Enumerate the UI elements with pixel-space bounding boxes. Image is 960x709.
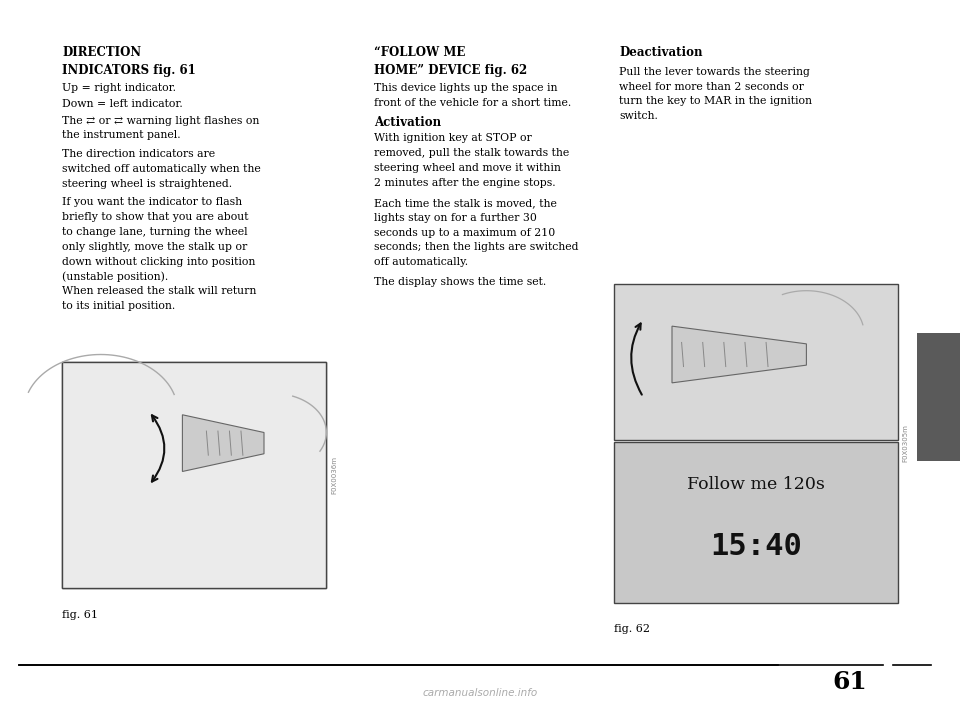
Text: (unstable position).: (unstable position). bbox=[62, 272, 169, 282]
Text: fig. 62: fig. 62 bbox=[614, 624, 651, 634]
Polygon shape bbox=[672, 326, 806, 383]
Bar bbox=[614, 284, 898, 440]
Text: Deactivation: Deactivation bbox=[619, 46, 703, 59]
Text: The ⇄ or ⇄ warning light flashes on: The ⇄ or ⇄ warning light flashes on bbox=[62, 116, 260, 125]
Text: 15:40: 15:40 bbox=[710, 532, 802, 561]
Text: removed, pull the stalk towards the: removed, pull the stalk towards the bbox=[374, 148, 569, 158]
Text: Pull the lever towards the steering: Pull the lever towards the steering bbox=[619, 67, 810, 77]
Text: Down = left indicator.: Down = left indicator. bbox=[62, 99, 183, 109]
Text: F0X0305m: F0X0305m bbox=[902, 424, 908, 462]
Text: INDICATORS fig. 61: INDICATORS fig. 61 bbox=[62, 64, 196, 77]
Text: to its initial position.: to its initial position. bbox=[62, 301, 176, 311]
Text: Activation: Activation bbox=[374, 116, 442, 129]
Text: 61: 61 bbox=[832, 670, 867, 694]
Text: This device lights up the space in: This device lights up the space in bbox=[374, 83, 558, 93]
Text: off automatically.: off automatically. bbox=[374, 257, 468, 267]
Text: switched off automatically when the: switched off automatically when the bbox=[62, 164, 261, 174]
Text: If you want the indicator to flash: If you want the indicator to flash bbox=[62, 197, 243, 207]
Text: Up = right indicator.: Up = right indicator. bbox=[62, 83, 177, 93]
Text: lights stay on for a further 30: lights stay on for a further 30 bbox=[374, 213, 538, 223]
Text: to change lane, turning the wheel: to change lane, turning the wheel bbox=[62, 227, 248, 237]
Bar bbox=[62, 362, 326, 588]
Text: wheel for more than 2 seconds or: wheel for more than 2 seconds or bbox=[619, 82, 804, 91]
Text: When released the stalk will return: When released the stalk will return bbox=[62, 286, 256, 296]
Text: The direction indicators are: The direction indicators are bbox=[62, 149, 216, 159]
Text: 2 minutes after the engine stops.: 2 minutes after the engine stops. bbox=[374, 178, 556, 188]
Text: briefly to show that you are about: briefly to show that you are about bbox=[62, 212, 249, 222]
Text: The display shows the time set.: The display shows the time set. bbox=[374, 277, 546, 287]
Text: F0X0036m: F0X0036m bbox=[331, 456, 337, 494]
Text: With ignition key at STOP or: With ignition key at STOP or bbox=[374, 133, 532, 143]
Text: only slightly, move the stalk up or: only slightly, move the stalk up or bbox=[62, 242, 248, 252]
Text: seconds up to a maximum of 210: seconds up to a maximum of 210 bbox=[374, 228, 556, 238]
Text: down without clicking into position: down without clicking into position bbox=[62, 257, 255, 267]
Text: switch.: switch. bbox=[619, 111, 658, 121]
Text: carmanualsonline.info: carmanualsonline.info bbox=[422, 688, 538, 698]
FancyBboxPatch shape bbox=[62, 362, 326, 588]
Text: turn the key to MAR in the ignition: turn the key to MAR in the ignition bbox=[619, 96, 812, 106]
Text: Each time the stalk is moved, the: Each time the stalk is moved, the bbox=[374, 198, 557, 208]
Polygon shape bbox=[182, 415, 264, 471]
Text: steering wheel is straightened.: steering wheel is straightened. bbox=[62, 179, 232, 189]
Text: Follow me 120s: Follow me 120s bbox=[687, 476, 825, 493]
Text: “FOLLOW ME: “FOLLOW ME bbox=[374, 46, 466, 59]
Text: fig. 61: fig. 61 bbox=[62, 610, 99, 620]
Text: the instrument panel.: the instrument panel. bbox=[62, 130, 181, 140]
Bar bbox=[917, 333, 960, 461]
Text: front of the vehicle for a short time.: front of the vehicle for a short time. bbox=[374, 98, 571, 108]
Text: steering wheel and move it within: steering wheel and move it within bbox=[374, 163, 562, 173]
Text: HOME” DEVICE fig. 62: HOME” DEVICE fig. 62 bbox=[374, 64, 528, 77]
Text: seconds; then the lights are switched: seconds; then the lights are switched bbox=[374, 242, 579, 252]
Bar bbox=[614, 442, 898, 603]
Text: DIRECTION: DIRECTION bbox=[62, 46, 141, 59]
